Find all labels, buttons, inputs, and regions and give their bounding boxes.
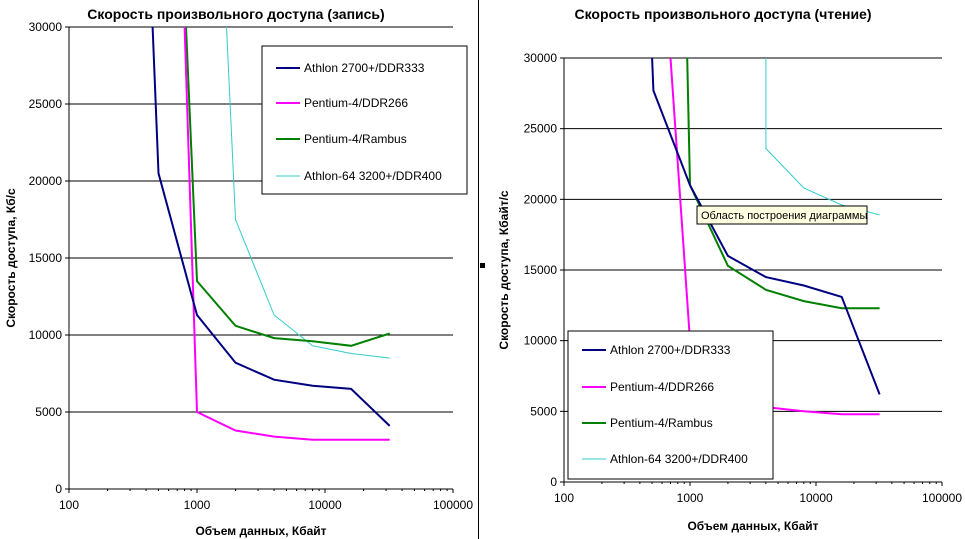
y-tick-label: 15000 <box>524 263 558 277</box>
x-tick-label: 100000 <box>922 491 962 505</box>
y-tick-label: 0 <box>550 475 557 489</box>
x-tick-label: 1000 <box>184 498 211 512</box>
y-tick-label: 5000 <box>530 404 557 418</box>
x-tick-label: 100 <box>59 498 79 512</box>
x-tick-label: 10000 <box>799 491 833 505</box>
legend-box <box>567 330 774 480</box>
series-line <box>765 58 880 216</box>
legend-label: Pentium-4/Rambus <box>304 132 407 146</box>
series-line <box>651 58 881 395</box>
legend-label: Pentium-4/Rambus <box>610 416 713 430</box>
x-axis-title: Объем данных, Кбайт <box>687 519 818 533</box>
y-tick-label: 10000 <box>524 334 558 348</box>
series-lines <box>151 27 391 441</box>
y-tick-label: 30000 <box>524 51 558 65</box>
x-tick-label: 10000 <box>308 498 342 512</box>
series-line <box>226 27 390 359</box>
chart-1: Скорость произвольного доступа (запись) 0… <box>4 6 473 538</box>
y-tick-label: 20000 <box>524 192 558 206</box>
y-tick-label: 30000 <box>29 20 63 34</box>
y-tick-label: 25000 <box>29 97 63 111</box>
y-tick-label: 0 <box>55 482 62 496</box>
series-line <box>183 27 390 441</box>
series-line <box>185 27 391 347</box>
series-line <box>151 27 391 427</box>
panel-divider <box>478 0 479 539</box>
x-axis-title: Объем данных, Кбайт <box>195 524 326 538</box>
y-tick-label: 25000 <box>524 122 558 136</box>
chart-title: Скорость произвольного доступа (запись) <box>87 6 384 22</box>
resize-handle[interactable] <box>480 263 485 268</box>
x-tick-label: 1000 <box>677 491 704 505</box>
y-tick-label: 10000 <box>29 328 63 342</box>
legend-box <box>261 45 468 195</box>
legend-label: Athlon 2700+/DDR333 <box>610 343 731 357</box>
series-line <box>686 58 880 310</box>
y-tick-label: 5000 <box>35 405 62 419</box>
chart-title: Скорость произвольного доступа (чтение) <box>575 6 872 22</box>
chart-2: Скорость произвольного доступа (чтение) 0… <box>497 6 962 533</box>
legend-label: Athlon 2700+/DDR333 <box>304 61 425 75</box>
y-tick-label: 20000 <box>29 174 63 188</box>
tooltip-box <box>696 205 868 225</box>
y-axis-title: Скорость доступа, Кбайт/с <box>497 190 511 350</box>
legend-label: Pentium-4/DDR266 <box>304 96 408 110</box>
x-tick-label: 100 <box>554 491 574 505</box>
legend-label: Athlon-64 3200+/DDR400 <box>304 169 442 183</box>
tooltip-text: Область построения диаграммы <box>701 210 867 222</box>
y-axis-title: Скорость доступа, Кб/с <box>4 188 18 328</box>
legend-label: Athlon-64 3200+/DDR400 <box>610 452 748 466</box>
y-tick-label: 15000 <box>29 251 63 265</box>
legend-label: Pentium-4/DDR266 <box>610 380 714 394</box>
x-tick-label: 100000 <box>433 498 473 512</box>
